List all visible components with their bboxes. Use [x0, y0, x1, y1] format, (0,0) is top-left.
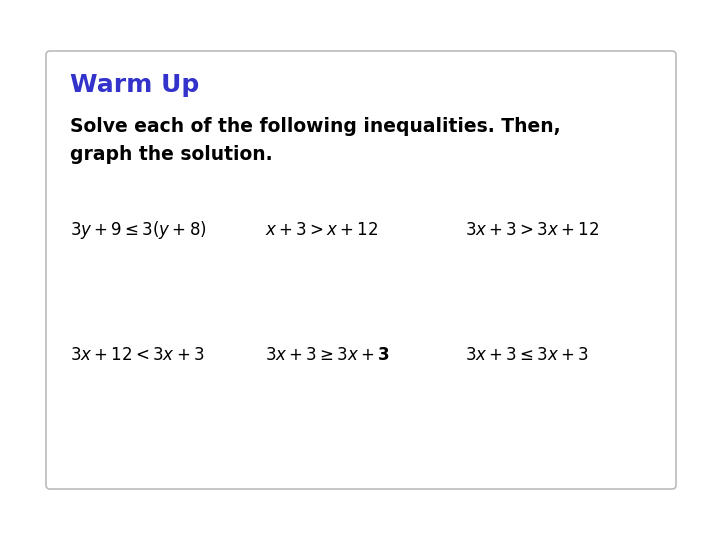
- Text: $3x + 3 \geq 3x +\mathbf{3}$: $3x + 3 \geq 3x +\mathbf{3}$: [265, 346, 390, 364]
- Text: $x + 3 > x + 12$: $x + 3 > x + 12$: [265, 221, 379, 239]
- Text: Warm Up: Warm Up: [70, 73, 199, 97]
- Text: graph the solution.: graph the solution.: [70, 145, 273, 164]
- Text: $3y + 9 \leq 3(y + 8)$: $3y + 9 \leq 3(y + 8)$: [70, 219, 207, 241]
- Text: $3x + 12 < 3x + 3$: $3x + 12 < 3x + 3$: [70, 346, 204, 364]
- Text: $3x + 3 \leq 3x + 3$: $3x + 3 \leq 3x + 3$: [465, 346, 589, 364]
- Text: Solve each of the following inequalities. Then,: Solve each of the following inequalities…: [70, 117, 561, 136]
- FancyBboxPatch shape: [46, 51, 676, 489]
- Text: $3x + 3 > 3x + 12$: $3x + 3 > 3x + 12$: [465, 221, 599, 239]
